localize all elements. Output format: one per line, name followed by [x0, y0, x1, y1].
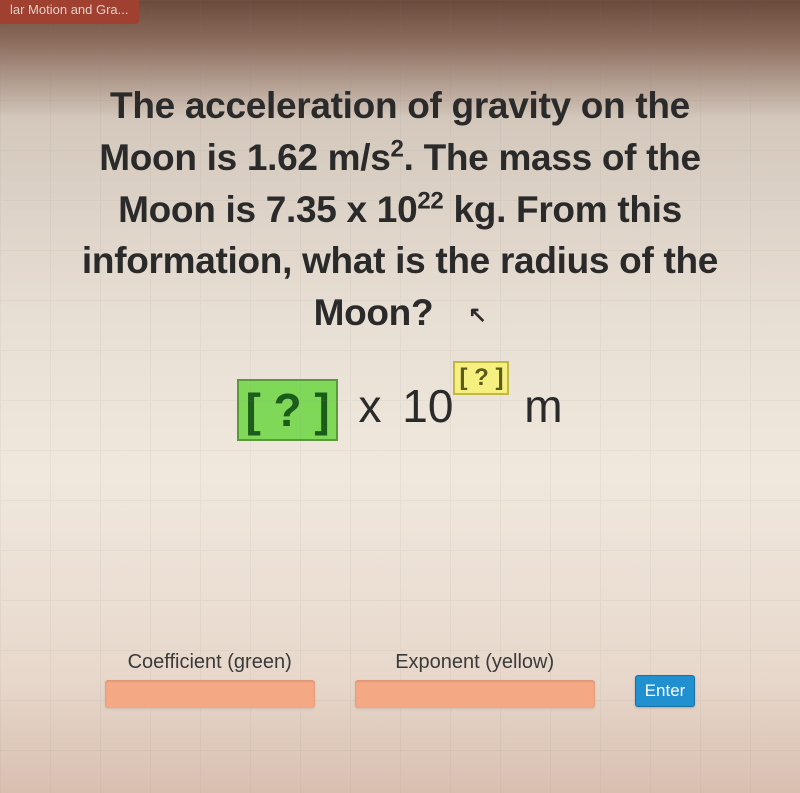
coefficient-label: Coefficient (green) [128, 651, 292, 674]
question-line3-part1: Moon is [118, 189, 266, 230]
question-container: The acceleration of gravity on the Moon … [0, 0, 800, 441]
question-line3-part2: kg. From this [444, 189, 682, 230]
question-text: The acceleration of gravity on the Moon … [50, 80, 750, 339]
times-sign: x [346, 380, 395, 432]
exponent-input-group: Exponent (yellow) [355, 651, 595, 708]
unit-meters: m [511, 380, 562, 432]
exponent-placeholder: [ ? ] [453, 361, 509, 395]
base-ten: 10 [402, 380, 453, 432]
coefficient-input[interactable] [105, 680, 315, 708]
mass-coefficient: 7.35 x 10 [266, 189, 418, 230]
cursor-icon: ↖ [468, 300, 486, 331]
exponent-input[interactable] [355, 680, 595, 708]
coefficient-input-group: Coefficient (green) [105, 651, 315, 708]
gravity-exponent: 2 [391, 135, 404, 162]
mass-exponent: 22 [417, 187, 443, 214]
tab-bar: lar Motion and Gra... [0, 0, 139, 24]
question-line2-part1: Moon is [99, 137, 247, 178]
gravity-value: 1.62 m/s [247, 137, 391, 178]
question-line5: Moon? [314, 292, 434, 333]
question-line1: The acceleration of gravity on the [110, 85, 690, 126]
coefficient-placeholder: [ ? ] [237, 379, 337, 441]
enter-button[interactable]: Enter [635, 675, 696, 707]
input-section: Coefficient (green) Exponent (yellow) En… [0, 651, 800, 708]
question-line2-part2: . The mass of the [404, 137, 701, 178]
answer-expression: [ ? ] x 10[ ? ] m [50, 379, 750, 441]
tab-label: lar Motion and Gra... [10, 2, 129, 17]
exponent-label: Exponent (yellow) [395, 651, 554, 674]
question-line4: information, what is the radius of the [82, 240, 718, 281]
